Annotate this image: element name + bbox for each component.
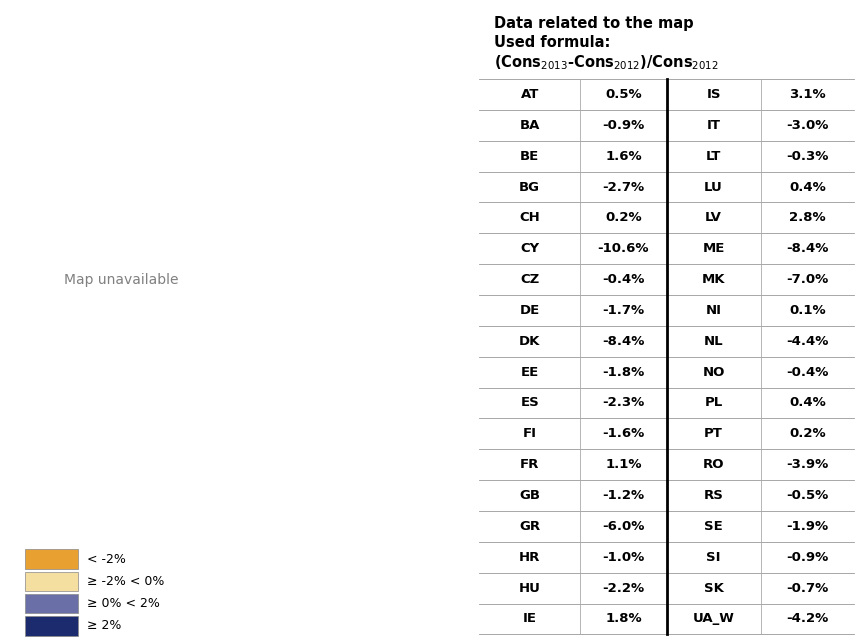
- Text: -0.9%: -0.9%: [602, 118, 645, 132]
- Text: -2.7%: -2.7%: [602, 180, 645, 193]
- Text: 1.6%: 1.6%: [605, 149, 642, 163]
- Text: -0.9%: -0.9%: [786, 551, 828, 564]
- Text: -4.4%: -4.4%: [786, 335, 828, 348]
- Text: -2.3%: -2.3%: [602, 397, 645, 410]
- Bar: [24, 571, 78, 591]
- Text: 0.2%: 0.2%: [789, 428, 826, 440]
- Bar: [24, 594, 78, 614]
- Text: SE: SE: [704, 520, 723, 533]
- Text: -10.6%: -10.6%: [598, 242, 649, 255]
- Text: (Cons$_{2013}$-Cons$_{2012}$)/Cons$_{2012}$: (Cons$_{2013}$-Cons$_{2012}$)/Cons$_{201…: [494, 54, 719, 73]
- Text: UA_W: UA_W: [693, 612, 734, 625]
- Text: CY: CY: [520, 242, 539, 255]
- Text: -0.3%: -0.3%: [786, 149, 828, 163]
- Text: -1.8%: -1.8%: [602, 366, 645, 379]
- Text: -0.5%: -0.5%: [786, 489, 828, 502]
- Text: CH: CH: [520, 211, 540, 224]
- Text: Used formula:: Used formula:: [494, 35, 610, 50]
- Text: -8.4%: -8.4%: [786, 242, 828, 255]
- Text: SK: SK: [703, 582, 723, 594]
- Text: SI: SI: [706, 551, 721, 564]
- Text: 0.4%: 0.4%: [789, 397, 826, 410]
- Text: -1.0%: -1.0%: [602, 551, 645, 564]
- Text: NI: NI: [706, 304, 721, 317]
- Text: 0.4%: 0.4%: [789, 180, 826, 193]
- Text: HU: HU: [519, 582, 540, 594]
- Bar: [24, 549, 78, 569]
- Text: BA: BA: [520, 118, 540, 132]
- Text: -1.9%: -1.9%: [786, 520, 828, 533]
- Text: -0.4%: -0.4%: [602, 273, 645, 286]
- Text: 0.1%: 0.1%: [789, 304, 826, 317]
- Text: ES: ES: [520, 397, 539, 410]
- Text: LT: LT: [706, 149, 721, 163]
- Text: DK: DK: [519, 335, 540, 348]
- Text: -3.9%: -3.9%: [786, 458, 828, 471]
- Text: 0.5%: 0.5%: [605, 88, 642, 101]
- Text: ≥ 0% < 2%: ≥ 0% < 2%: [87, 597, 161, 610]
- Text: -0.7%: -0.7%: [786, 582, 828, 594]
- Text: 1.8%: 1.8%: [605, 612, 642, 625]
- Text: Data related to the map: Data related to the map: [494, 16, 694, 31]
- Text: EE: EE: [520, 366, 539, 379]
- Text: -0.4%: -0.4%: [786, 366, 828, 379]
- Text: PL: PL: [704, 397, 722, 410]
- Text: GR: GR: [519, 520, 540, 533]
- Text: ME: ME: [702, 242, 725, 255]
- Text: -1.6%: -1.6%: [602, 428, 645, 440]
- Text: -7.0%: -7.0%: [786, 273, 828, 286]
- Text: -6.0%: -6.0%: [602, 520, 645, 533]
- Text: BG: BG: [520, 180, 540, 193]
- Text: CZ: CZ: [520, 273, 539, 286]
- Text: FI: FI: [523, 428, 537, 440]
- Text: IT: IT: [707, 118, 721, 132]
- Text: 1.1%: 1.1%: [605, 458, 642, 471]
- Text: FR: FR: [520, 458, 539, 471]
- Text: DE: DE: [520, 304, 539, 317]
- Text: -1.2%: -1.2%: [602, 489, 645, 502]
- Text: BE: BE: [520, 149, 539, 163]
- Text: Map unavailable: Map unavailable: [64, 273, 178, 287]
- Text: ≥ -2% < 0%: ≥ -2% < 0%: [87, 575, 165, 588]
- Text: RS: RS: [703, 489, 723, 502]
- Bar: [24, 616, 78, 636]
- Text: -4.2%: -4.2%: [786, 612, 828, 625]
- Text: AT: AT: [520, 88, 539, 101]
- Text: ≥ 2%: ≥ 2%: [87, 619, 122, 632]
- Text: NL: NL: [704, 335, 723, 348]
- Text: < -2%: < -2%: [87, 553, 126, 566]
- Text: RO: RO: [702, 458, 724, 471]
- Text: IS: IS: [706, 88, 721, 101]
- Text: LV: LV: [705, 211, 722, 224]
- Text: 0.2%: 0.2%: [605, 211, 642, 224]
- Text: LU: LU: [704, 180, 723, 193]
- Text: 3.1%: 3.1%: [789, 88, 826, 101]
- Text: NO: NO: [702, 366, 725, 379]
- Text: -8.4%: -8.4%: [602, 335, 645, 348]
- Text: -1.7%: -1.7%: [602, 304, 645, 317]
- Text: 2.8%: 2.8%: [789, 211, 826, 224]
- Text: GB: GB: [520, 489, 540, 502]
- Text: -2.2%: -2.2%: [602, 582, 645, 594]
- Text: HR: HR: [519, 551, 540, 564]
- Text: MK: MK: [702, 273, 725, 286]
- Text: PT: PT: [704, 428, 723, 440]
- Text: IE: IE: [523, 612, 537, 625]
- Text: -3.0%: -3.0%: [786, 118, 828, 132]
